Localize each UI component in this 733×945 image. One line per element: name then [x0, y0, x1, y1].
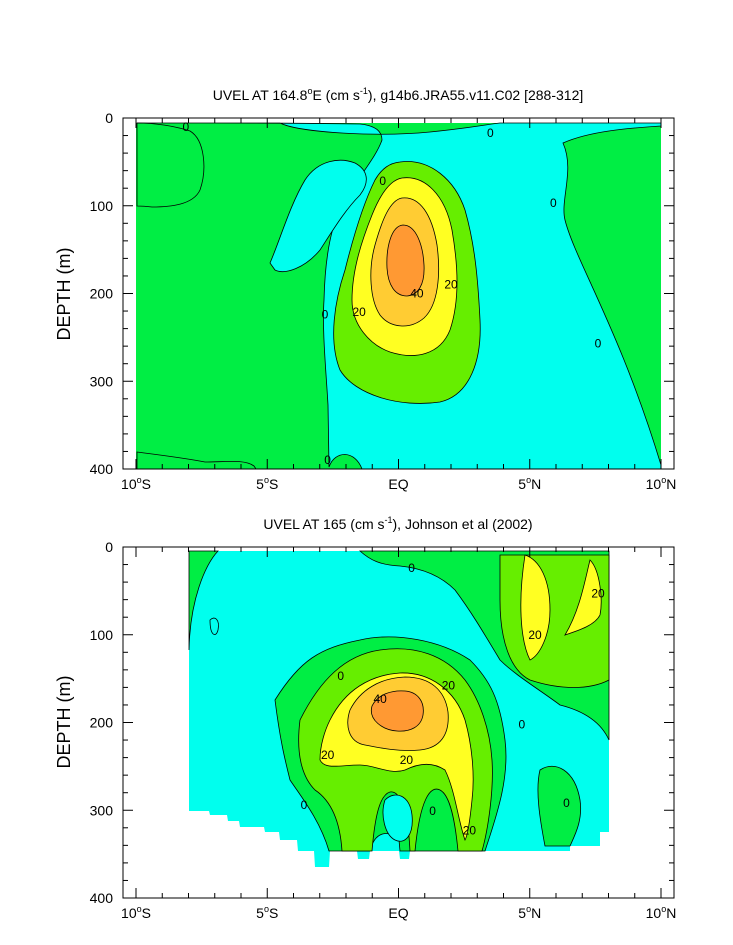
- bottom-region-40: [370, 690, 424, 732]
- bottom-y-axis-label: DEPTH (m): [54, 676, 74, 769]
- y-tick-label: 100: [90, 198, 114, 214]
- contour-label: 0: [487, 126, 494, 140]
- contour-label: 0: [408, 561, 415, 575]
- contour-label: 40: [373, 692, 387, 706]
- contour-label: 20: [591, 587, 605, 601]
- contour-label: 20: [321, 748, 335, 762]
- bottom-title-end: ), Johnson et al (2002): [393, 516, 533, 532]
- contour-label: 20: [528, 628, 542, 642]
- contour-label: 0: [429, 804, 436, 818]
- top-contour-field: [136, 122, 662, 470]
- top-title-mid: E (cm s: [312, 87, 359, 103]
- y-tick-label: 200: [90, 286, 114, 302]
- x-tick-label: 10oN: [646, 904, 677, 921]
- contour-label: 0: [322, 308, 329, 322]
- bottom-title-main: UVEL AT 165 (cm s: [263, 516, 384, 532]
- bottom-title-exp: -1: [385, 515, 393, 525]
- top-title-degree: o: [307, 86, 312, 96]
- contour-label: 20: [442, 679, 456, 693]
- top-y-axis-label: DEPTH (m): [54, 248, 74, 341]
- top-x-ticks: 10oS 5oS EQ 5oN 10oN: [121, 118, 676, 492]
- y-tick-label: 300: [90, 802, 114, 818]
- contour-label: 0: [550, 196, 557, 210]
- x-tick-label: EQ: [388, 476, 408, 492]
- y-tick-label: 200: [90, 715, 114, 731]
- contour-label: 0: [324, 453, 331, 467]
- bottom-contour-field: [188, 550, 610, 867]
- contour-label: 0: [379, 174, 386, 188]
- x-tick-label: EQ: [388, 905, 408, 921]
- x-tick-label: 10oS: [121, 904, 151, 921]
- contour-label: 0: [183, 120, 190, 134]
- bottom-region-neg-pocket-2: [209, 617, 219, 635]
- contour-label: 20: [463, 823, 477, 837]
- bottom-contour-labels: 0 20 20 0 20 40 0 20 20 0 0 20 0: [301, 561, 605, 837]
- x-tick-label: 5oN: [518, 475, 541, 492]
- contour-label: 20: [444, 278, 458, 292]
- x-tick-label: 10oN: [646, 475, 677, 492]
- top-title-end: ), g14b6.JRA55.v11.C02 [288-312]: [368, 87, 583, 103]
- y-tick-label: 400: [90, 461, 114, 477]
- bottom-title: UVEL AT 165 (cm s-1), Johnson et al (200…: [263, 515, 532, 532]
- contour-label: 40: [410, 287, 424, 301]
- contour-label: 0: [563, 796, 570, 810]
- x-tick-label: 10oS: [121, 475, 151, 492]
- top-region-northwest-positive: [136, 122, 205, 208]
- contour-label: 20: [400, 753, 414, 767]
- top-region-euc-40: [386, 224, 425, 297]
- y-tick-label: 0: [105, 110, 113, 126]
- top-title: UVEL AT 164.8oE (cm s-1), g14b6.JRA55.v1…: [213, 86, 584, 103]
- top-title-main: UVEL AT 164.8: [213, 87, 308, 103]
- bottom-x-ticks: 10oS 5oS EQ 5oN 10oN: [121, 547, 676, 921]
- y-tick-label: 400: [90, 890, 114, 906]
- top-title-exp: -1: [360, 86, 368, 96]
- y-tick-label: 300: [90, 373, 114, 389]
- contour-label: 0: [595, 337, 602, 351]
- top-region-offequator-negative: [269, 159, 367, 272]
- y-tick-label: 0: [105, 539, 113, 555]
- x-tick-label: 5oS: [256, 475, 278, 492]
- bottom-region-20: [319, 554, 602, 841]
- top-region-south-bottom-positive: [136, 451, 257, 470]
- contour-label: 0: [301, 798, 308, 812]
- x-tick-label: 5oS: [256, 904, 278, 921]
- y-tick-label: 100: [90, 627, 114, 643]
- bottom-region-neg-pocket-1: [382, 794, 413, 842]
- contour-label: 0: [337, 669, 344, 683]
- top-contour-labels: 0 0 0 0 0 0 0 20 40 20: [183, 120, 602, 467]
- top-panel: 0 100 200 300 400 10oS 5oS EQ 5oN 10oN 0 0 0 0 0 0 0 20…: [54, 86, 676, 492]
- contour-label: 20: [352, 305, 366, 319]
- contour-label: 0: [519, 717, 526, 731]
- x-tick-label: 5oN: [518, 904, 541, 921]
